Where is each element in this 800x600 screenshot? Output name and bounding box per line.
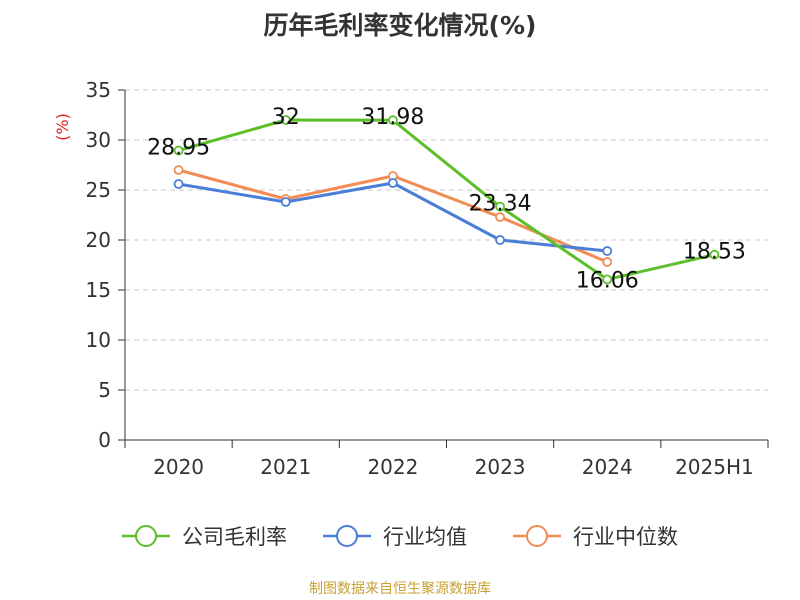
legend-marker: [526, 525, 548, 547]
y-tick-label: 15: [86, 278, 111, 302]
data-point: [388, 115, 398, 126]
legend-item[interactable]: 公司毛利率: [122, 525, 287, 549]
data-label: 23.34: [469, 192, 532, 217]
data-point: [602, 274, 613, 285]
data-labels: 28.95 32 31.98 23.34 16.06 18.53: [147, 105, 746, 293]
x-tick-label: 2022: [367, 455, 418, 479]
chart-title: 历年毛利率变化情况(%): [263, 11, 537, 40]
series-line: [178, 181, 608, 253]
data-label: 32: [272, 105, 300, 130]
y-tick-label: 10: [86, 328, 111, 352]
y-tick-label: 0: [98, 428, 111, 452]
grid-lines: [125, 89, 768, 391]
series-lines: [173, 115, 720, 285]
data-label: 28.95: [147, 136, 210, 161]
y-tick-label: 20: [86, 228, 111, 252]
y-tick-label: 35: [86, 78, 111, 102]
x-tick-label: 2024: [582, 455, 633, 479]
x-tick-label: 2021: [260, 455, 311, 479]
legend-marker: [336, 525, 358, 547]
y-axis-label: (%): [53, 113, 72, 141]
data-point: [602, 246, 613, 256]
x-tick-label: 2025H1: [675, 455, 754, 479]
data-point: [495, 235, 505, 245]
series-line: [178, 118, 715, 281]
data-label: 31.98: [361, 105, 424, 130]
data-point: [280, 115, 291, 125]
axes: 0 5 10 15 20 25 30 35 (%) 2020 2021 2022 2023 2024 202…: [53, 78, 769, 479]
data-point: [173, 165, 184, 175]
source-note: 制图数据来自恒生聚源数据库: [309, 581, 491, 597]
legend-item[interactable]: 行业均值: [323, 525, 467, 549]
data-point: [495, 212, 505, 222]
x-tick-label: 2020: [153, 455, 204, 479]
data-point: [495, 201, 505, 212]
y-tick-label: 30: [86, 128, 111, 152]
legend-marker: [135, 525, 157, 547]
legend-label: 公司毛利率: [182, 525, 287, 549]
y-tick-label: 25: [86, 178, 111, 202]
data-point: [173, 179, 184, 189]
data-point: [602, 257, 613, 267]
legend[interactable]: 公司毛利率 行业均值 行业中位数: [122, 525, 678, 549]
data-point: [280, 197, 291, 207]
data-point: [709, 249, 720, 260]
data-label: 18.53: [683, 240, 746, 265]
x-tick-label: 2023: [475, 455, 526, 479]
y-tick-label: 5: [98, 378, 111, 402]
data-label: 16.06: [576, 268, 639, 293]
legend-label: 行业中位数: [573, 525, 678, 549]
legend-item[interactable]: 行业中位数: [513, 525, 678, 549]
data-point: [388, 178, 398, 188]
legend-label: 行业均值: [383, 525, 467, 549]
data-point: [173, 145, 184, 156]
